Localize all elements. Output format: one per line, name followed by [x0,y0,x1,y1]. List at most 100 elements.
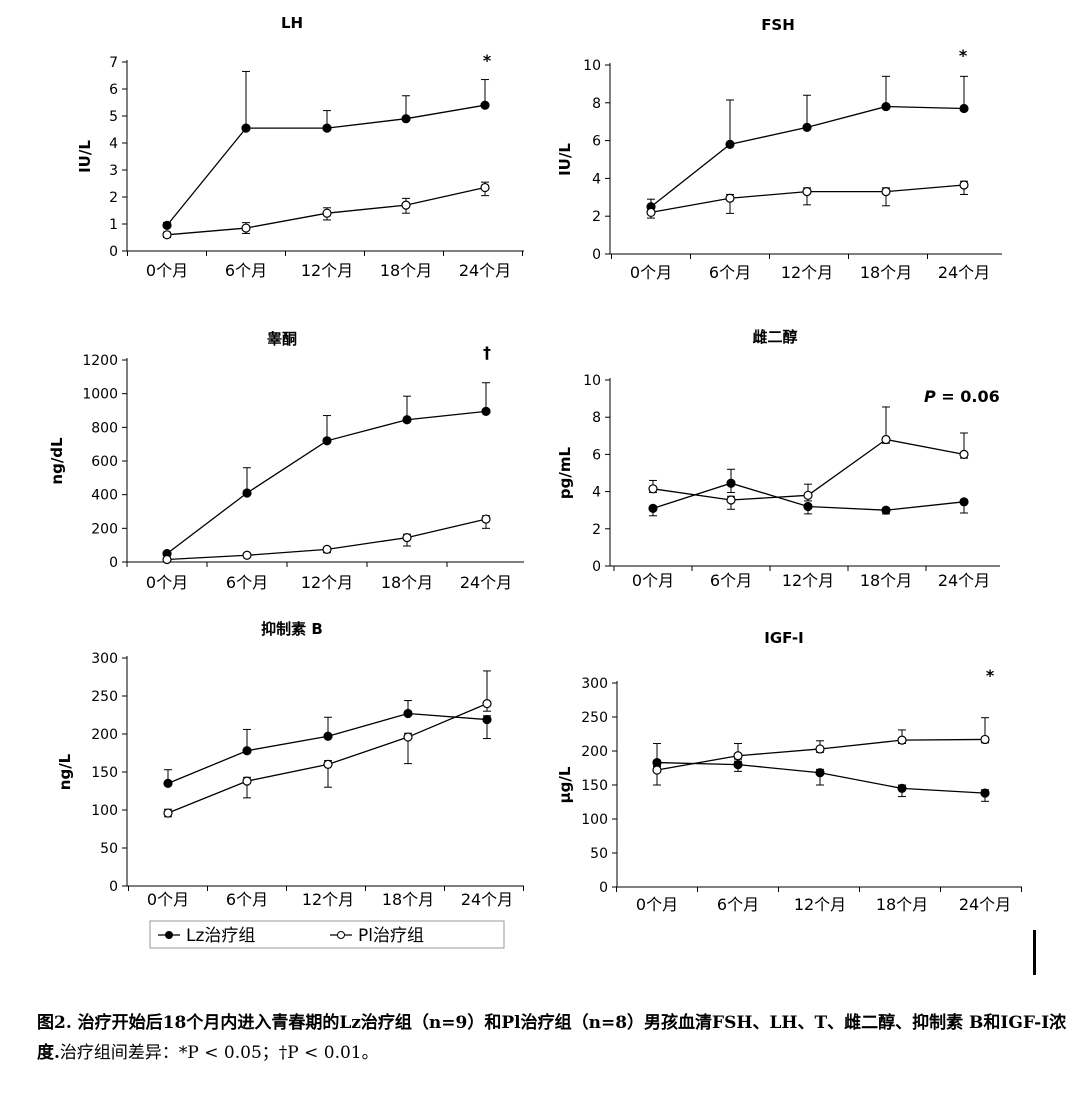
data-point [480,182,490,193]
data-point [242,776,252,786]
y-tick-label: 10 [583,58,601,74]
data-point [322,123,332,133]
x-tick-label: 0个月 [147,890,189,909]
y-tick-label: 600 [91,454,118,470]
y-tick-label: 0 [109,244,118,260]
y-tick-label: 1000 [82,387,118,403]
y-tick-label: 8 [592,410,601,426]
y-tick-label: 5 [109,109,118,125]
y-tick-label: 0 [592,247,601,263]
x-tick-label: 12个月 [302,890,354,909]
data-point [163,778,173,789]
y-tick-label: 0 [109,879,118,895]
chart-title: 抑制素 B [261,620,323,638]
chart-panel-2: FSH 0 2 4 6 8 10 0个月 6个月 12个月 18个月 24个月 IU/L * [556,16,1002,282]
data-point [897,735,907,745]
chart-panel-3: 睾酮 0 200 400 600 800 1000 1200 0个月 6个月 12个月 18个月 24个… [48,330,524,592]
legend-label: Pl治疗组 [358,926,424,946]
annotation-p: P [924,387,936,406]
figure-canvas: LH 0 1 2 3 4 5 6 7 0个月 6个月 12个月 18个月 24个月 IU/L * FSH 0 2 4 6… [48,14,1022,949]
y-tick-label: 200 [91,727,118,743]
x-tick-label: 18个月 [381,573,433,592]
x-tick-label: 0个月 [630,263,672,282]
figure-caption: 图2. 治疗开始后18个月内进入青春期的Lz治疗组（n=9）和Pl治疗组（n=8… [37,1008,1067,1068]
caption-main: 图2. 治疗开始后18个月内进入青春期的Lz治疗组（n=9）和Pl治疗组（n=8… [37,1013,1067,1063]
x-tick-label: 6个月 [710,571,752,590]
series-pl [162,514,491,565]
data-point [322,208,332,218]
y-tick-label: 2 [109,190,118,206]
x-tick-label: 6个月 [717,895,759,914]
series-lz [652,743,990,802]
data-point [652,765,662,775]
caption-note: 治疗组间差异：*P < 0.05；†P < 0.01。 [59,1043,379,1063]
x-tick-label: 0个月 [636,895,678,914]
x-tick-label: 18个月 [876,895,928,914]
x-tick-label: 6个月 [225,261,267,280]
data-point [401,200,411,210]
x-tick-label: 24个月 [938,571,990,590]
chart-panel-1: LH 0 1 2 3 4 5 6 7 0个月 6个月 12个月 18个月 24个月 IU/L * [76,14,524,280]
y-tick-label: 250 [581,710,608,726]
y-tick-label: 100 [91,803,118,819]
x-tick-label: 0个月 [146,261,188,280]
significance-annotation: * [959,46,968,65]
x-tick-label: 6个月 [709,263,751,282]
y-tick-label: 100 [581,812,608,828]
data-point [881,434,891,445]
legend-marker [337,931,345,939]
series-lz [162,382,491,559]
data-point [403,708,413,719]
legend-item-2: Pl治疗组 [330,926,424,946]
x-tick-label: 12个月 [301,261,353,280]
significance-annotation: * [483,51,492,70]
data-point [959,449,969,459]
data-point [482,714,492,725]
x-tick-label: 12个月 [782,571,834,590]
data-point [881,101,891,112]
y-axis-label: IU/L [76,140,94,173]
y-tick-label: 0 [599,880,608,896]
y-tick-label: 200 [91,521,118,537]
data-point [480,100,490,110]
chart-title: 雌二醇 [752,328,797,346]
x-tick-label: 24个月 [938,263,990,282]
x-tick-label: 24个月 [459,261,511,280]
data-point [959,180,969,190]
data-point [242,550,252,560]
x-tick-label: 24个月 [460,573,512,592]
y-axis-label: ng/L [56,753,74,790]
chart-panel-5: 抑制素 B 0 50 100 150 200 250 300 0个月 6个月 12个月 18个月 24个… [56,620,524,909]
y-tick-label: 150 [91,765,118,781]
chart-panel-6: IGF-I 0 50 100 150 200 250 300 0个月 6个月 12个月 18个月 24个… [556,629,1022,914]
annotation-value: = 0.06 [936,387,1000,406]
x-tick-label: 6个月 [226,890,268,909]
series-pl [646,180,969,219]
x-tick-label: 18个月 [382,890,434,909]
y-tick-label: 10 [583,373,601,389]
data-point [242,746,252,756]
data-point [322,544,332,554]
data-point [481,514,491,524]
y-tick-label: 2 [592,209,601,225]
y-tick-label: 50 [590,846,608,862]
y-tick-label: 4 [592,171,601,187]
series-pl [648,406,969,510]
chart-title: FSH [761,16,795,34]
vertical-bar-mark [1033,930,1036,975]
data-point [881,187,891,197]
data-point [403,732,413,742]
y-tick-label: 4 [592,485,601,501]
y-tick-label: 6 [592,447,601,463]
data-point [802,122,812,132]
data-point [648,503,658,513]
x-tick-label: 18个月 [860,571,912,590]
chart-panel-4: 雌二醇 0 2 4 6 8 10 0个月 6个月 12个月 18个月 24个月 pg/mL P = 0.0… [556,328,1000,590]
data-point [733,751,743,761]
data-point [881,505,891,515]
data-point [652,757,662,768]
x-tick-label: 0个月 [632,571,674,590]
series-lz [646,75,969,212]
x-tick-label: 6个月 [226,573,268,592]
series-pl [162,181,490,240]
